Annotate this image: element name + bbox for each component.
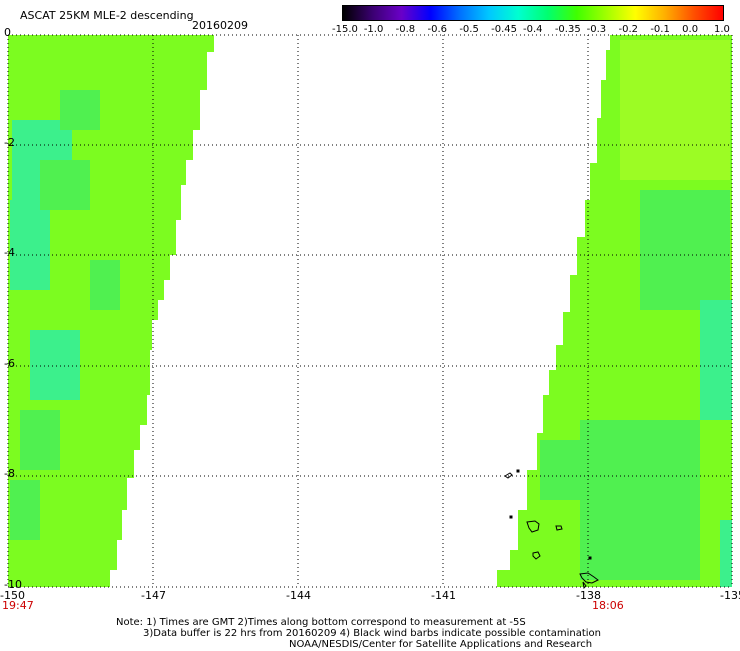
islands [504,469,599,590]
swath-left-band [8,35,214,52]
colorbar-label: -0.6 [427,24,448,35]
colorbar-label: -0.2 [618,24,639,35]
island-1 [526,520,540,533]
swath-left-patch [20,410,60,470]
colorbar-label: -0.1 [650,24,670,35]
colorbar-label: -0.5 [459,24,479,35]
swath-right-patch [620,40,730,180]
colorbar-label: -0.4 [523,24,543,35]
island-8 [588,556,592,560]
swath-left-patch [30,330,80,400]
colorbar-label: -0.8 [395,24,416,35]
x-tick-label: -147 [141,589,166,602]
swath-right-patch [640,190,730,310]
y-tick-label: -8 [4,467,15,480]
colorbar-label: -0.45 [491,24,518,35]
island-7 [509,515,513,519]
swath-right [497,35,732,587]
product-date: 20160209 [192,19,248,32]
colorbar-label: -1.0 [363,24,384,35]
swath-left-patch [10,480,40,540]
note-line-1: Note: 1) Times are GMT 2)Times along bot… [116,617,526,628]
swath-right-patch [540,440,600,500]
swath-left-patch [90,260,120,310]
swath-left [8,35,214,587]
swath-left-band [8,570,110,587]
product-title: ASCAT 25KM MLE-2 descending [20,9,194,22]
colorbar-label: 1.0 [714,24,730,35]
x-tick-label: -150 [0,589,25,602]
y-tick-label: 0 [4,26,11,39]
colorbar-label: -0.3 [586,24,607,35]
x-tick-label: -144 [286,589,311,602]
swath-left-band [8,540,117,570]
swath-right-patch [720,520,732,587]
grid-lines [7,34,733,588]
island-9 [516,469,520,473]
colorbar-label: -0.35 [554,24,581,35]
colorbar-label: 0.0 [682,24,699,35]
colorbar-label: -15.0 [332,24,358,35]
swath-right-patch [700,300,732,420]
island-5 [582,581,587,590]
island-4 [579,572,599,584]
colorbar-strip [342,5,724,21]
y-tick-label: -6 [4,357,15,370]
note-line-2: 3)Data buffer is 22 hrs from 20160209 4)… [143,628,601,639]
x-tick-label: -138 [576,589,601,602]
note-line-3: NOAA/NESDIS/Center for Satellite Applica… [289,639,593,650]
time-left: 19:47 [2,599,34,612]
y-tick-label: -2 [4,136,15,149]
island-2 [555,525,563,531]
x-tick-label: -141 [431,589,456,602]
swath-left-patch [40,160,90,210]
island-6 [504,472,513,479]
swath-left-band [8,52,207,90]
island-3 [532,551,541,560]
swath-left-band [8,300,158,320]
y-tick-label: -10 [4,578,22,591]
swath-left-patch [60,90,100,130]
y-tick-label: -4 [4,246,15,259]
time-right: 18:06 [592,599,624,612]
x-tick-label: -135 [720,589,740,602]
swath-left-patch [10,200,50,290]
colorbar [342,5,724,21]
